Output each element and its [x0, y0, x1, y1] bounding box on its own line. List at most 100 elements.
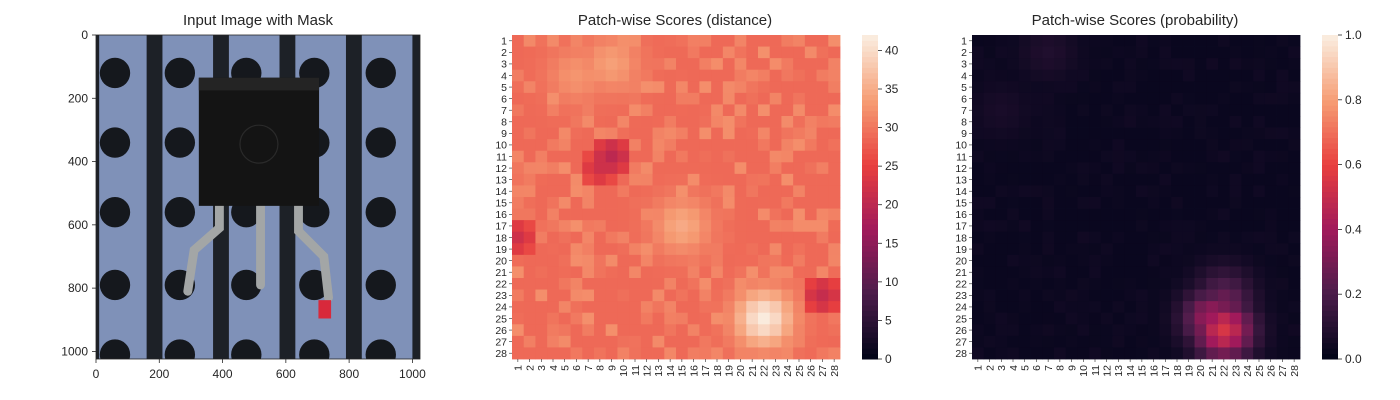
heatmap-cell: [640, 324, 653, 337]
heatmap-cell: [652, 185, 665, 198]
heatmap-cell: [1159, 278, 1172, 290]
heatmap-cell: [547, 220, 560, 233]
heatmap-cell: [1124, 46, 1137, 59]
heatmap-cell: [734, 46, 747, 59]
heatmap-cell: [793, 220, 806, 233]
heatmap-cell: [699, 58, 712, 71]
heatmap-cell: [558, 335, 571, 348]
heatmap-cell: [1018, 116, 1031, 128]
heatmap-cell: [617, 312, 630, 325]
heatmap-cell: [687, 127, 700, 140]
heatmap-cell: [828, 220, 841, 233]
heatmap-cell: [1030, 197, 1043, 209]
heatmap-cell: [1030, 162, 1043, 175]
heatmap-cell: [746, 335, 759, 348]
colorbar-segment: [1322, 153, 1338, 160]
heatmap-cell: [816, 127, 829, 140]
heatmap-cell: [664, 69, 677, 82]
heatmap-cell: [1206, 81, 1219, 94]
heatmap-cell: [1206, 58, 1219, 71]
heatmap-cell: [769, 243, 782, 256]
heatmap-cell: [1089, 92, 1102, 105]
heatmap-cell: [1124, 231, 1137, 244]
heatmap-cell: [1171, 81, 1184, 94]
heatmap-y-tick-label: 5: [961, 82, 967, 94]
heatmap-x-tick-label: 25: [1254, 365, 1266, 377]
heatmap-cell: [605, 58, 618, 71]
heatmap-cell: [1206, 289, 1219, 302]
heatmap-cell: [722, 231, 735, 244]
heatmap-cell: [1042, 58, 1055, 71]
heatmap-cell: [1206, 208, 1219, 221]
heatmap-cell: [547, 208, 560, 221]
heatmap-cell: [1112, 335, 1125, 348]
heatmap-cell: [711, 139, 724, 152]
heatmap-cell: [816, 139, 829, 152]
colorbar-segment: [1322, 229, 1338, 236]
heatmap-cell: [676, 185, 689, 198]
heatmap-cell: [1159, 92, 1172, 105]
heatmap-cell: [734, 69, 747, 82]
heatmap-cell: [793, 173, 806, 186]
heatmap-cell: [983, 197, 996, 209]
heatmap-cell: [1264, 81, 1277, 94]
heatmap-cell: [1018, 139, 1031, 152]
heatmap-cell: [793, 243, 806, 256]
heatmap-cell: [535, 254, 548, 267]
heatmap-cell: [1288, 278, 1301, 290]
heatmap-cell: [1136, 35, 1149, 47]
colorbar-segment: [862, 137, 878, 144]
heatmap-cell: [1253, 278, 1266, 290]
colorbar-segment: [1322, 207, 1338, 214]
heatmap-cell: [1159, 243, 1172, 256]
heatmap-cell: [734, 185, 747, 198]
heatmap-cell: [1159, 254, 1172, 267]
heatmap-cell: [1042, 197, 1055, 209]
colorbar-segment: [862, 310, 878, 317]
heatmap-cell: [629, 324, 642, 337]
heatmap-cell: [983, 92, 996, 105]
heatmap-cell: [640, 185, 653, 198]
heatmap-cell: [1042, 220, 1055, 233]
heatmap-cell: [758, 46, 771, 59]
heatmap-x-tick-label: 27: [1277, 365, 1289, 377]
heatmap-cell: [664, 335, 677, 348]
heatmap-y-tick-label: 23: [495, 290, 507, 302]
heatmap-cell: [1089, 312, 1102, 325]
heatmap-cell: [582, 231, 595, 244]
heatmap-cell: [1124, 197, 1137, 209]
heatmap-cell: [570, 231, 583, 244]
heatmap-cell: [1030, 208, 1043, 221]
heatmap-cell: [582, 335, 595, 348]
heatmap-cell: [781, 35, 794, 47]
heatmap-cell: [1065, 266, 1078, 279]
heatmap-cell: [617, 278, 630, 290]
heatmap-y-tick-label: 19: [495, 244, 507, 256]
heatmap-cell: [1112, 289, 1125, 302]
heatmap-cell: [758, 312, 771, 325]
heatmap-cell: [594, 266, 607, 279]
heatmap-cell: [676, 104, 689, 117]
heatmap-cell: [1018, 69, 1031, 82]
heatmap-cell: [972, 289, 985, 302]
heatmap-cell: [1159, 220, 1172, 233]
heatmap-cell: [605, 220, 618, 233]
heatmap-cell: [1124, 254, 1137, 267]
heatmap-cell: [983, 139, 996, 152]
heatmap-cell: [676, 35, 689, 47]
heatmap-cell: [617, 81, 630, 94]
heatmap-cell: [711, 69, 724, 82]
heatmap-cell: [711, 104, 724, 117]
heatmap-cell: [1159, 139, 1172, 152]
heatmap-cell: [1147, 335, 1160, 348]
heatmap-y-tick-label: 16: [955, 209, 967, 221]
heatmap-cell: [652, 92, 665, 105]
heatmap-cell: [983, 81, 996, 94]
heatmap-cell: [1182, 150, 1195, 163]
heatmap-cell: [1042, 150, 1055, 163]
heatmap-cell: [746, 208, 759, 221]
heatmap-cell: [769, 139, 782, 152]
heatmap-cell: [664, 150, 677, 163]
heatmap-cell: [535, 231, 548, 244]
